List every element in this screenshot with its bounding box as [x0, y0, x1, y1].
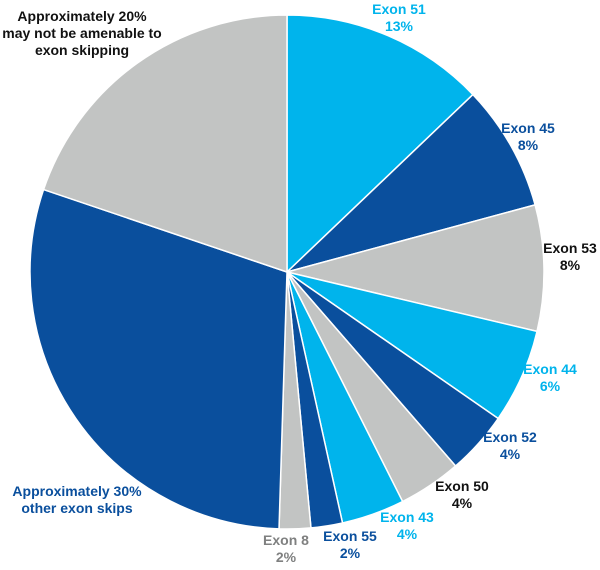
- slice-label-line: Exon 50: [435, 478, 489, 494]
- slice-label-line: Exon 43: [380, 509, 434, 525]
- slice-label-line: 4%: [397, 526, 418, 542]
- slice-label-line: Exon 53: [543, 240, 597, 256]
- pie-slice: [286, 204, 545, 333]
- slice-label-line: Exon 55: [323, 528, 377, 544]
- slice-label: Exon 51 13%: [372, 1, 426, 34]
- slice-label-line: Exon 45: [501, 120, 555, 136]
- slice-label-line: Approximately 20%: [17, 8, 147, 24]
- slice-label: Approximately 30% other exon skips: [12, 483, 142, 516]
- pie-slices: [29, 14, 545, 530]
- pie-slice: [42, 14, 288, 273]
- slice-label-line: 4%: [500, 446, 521, 462]
- pie-slice: [286, 14, 474, 273]
- slice-label: Exon 52 4%: [483, 429, 537, 462]
- slice-label: Exon 8 2%: [263, 532, 309, 565]
- slice-label-line: 2%: [340, 545, 361, 561]
- slice-label-line: 6%: [540, 378, 561, 394]
- slice-label-line: Exon 51: [372, 1, 426, 17]
- slice-label-line: 2%: [276, 549, 297, 565]
- slice-label-line: Exon 8: [263, 532, 309, 548]
- slice-label-line: 8%: [518, 137, 539, 153]
- pie-slice: [29, 188, 288, 530]
- slice-label: Exon 53 8%: [543, 240, 597, 273]
- slice-label-line: Exon 52: [483, 429, 537, 445]
- slice-label-line: exon skipping: [35, 42, 129, 58]
- slice-label-line: Exon 44: [523, 361, 577, 377]
- slice-label: Exon 50 4%: [435, 478, 489, 511]
- slice-label: Exon 55 2%: [323, 528, 377, 561]
- slice-label-line: 4%: [452, 495, 473, 511]
- slice-label-line: Approximately 30%: [12, 483, 142, 499]
- slice-label: Exon 43 4%: [380, 509, 434, 542]
- slice-label-line: 8%: [560, 257, 581, 273]
- slice-label-line: may not be amenable to: [2, 25, 161, 41]
- pie-slice: [286, 93, 536, 273]
- slice-label-line: 13%: [385, 18, 414, 34]
- slice-label: Approximately 20% may not be amenable to e…: [2, 8, 161, 58]
- slice-label: Exon 44 6%: [523, 361, 577, 394]
- slice-label: Exon 45 8%: [501, 120, 555, 153]
- slice-label-line: other exon skips: [21, 500, 132, 516]
